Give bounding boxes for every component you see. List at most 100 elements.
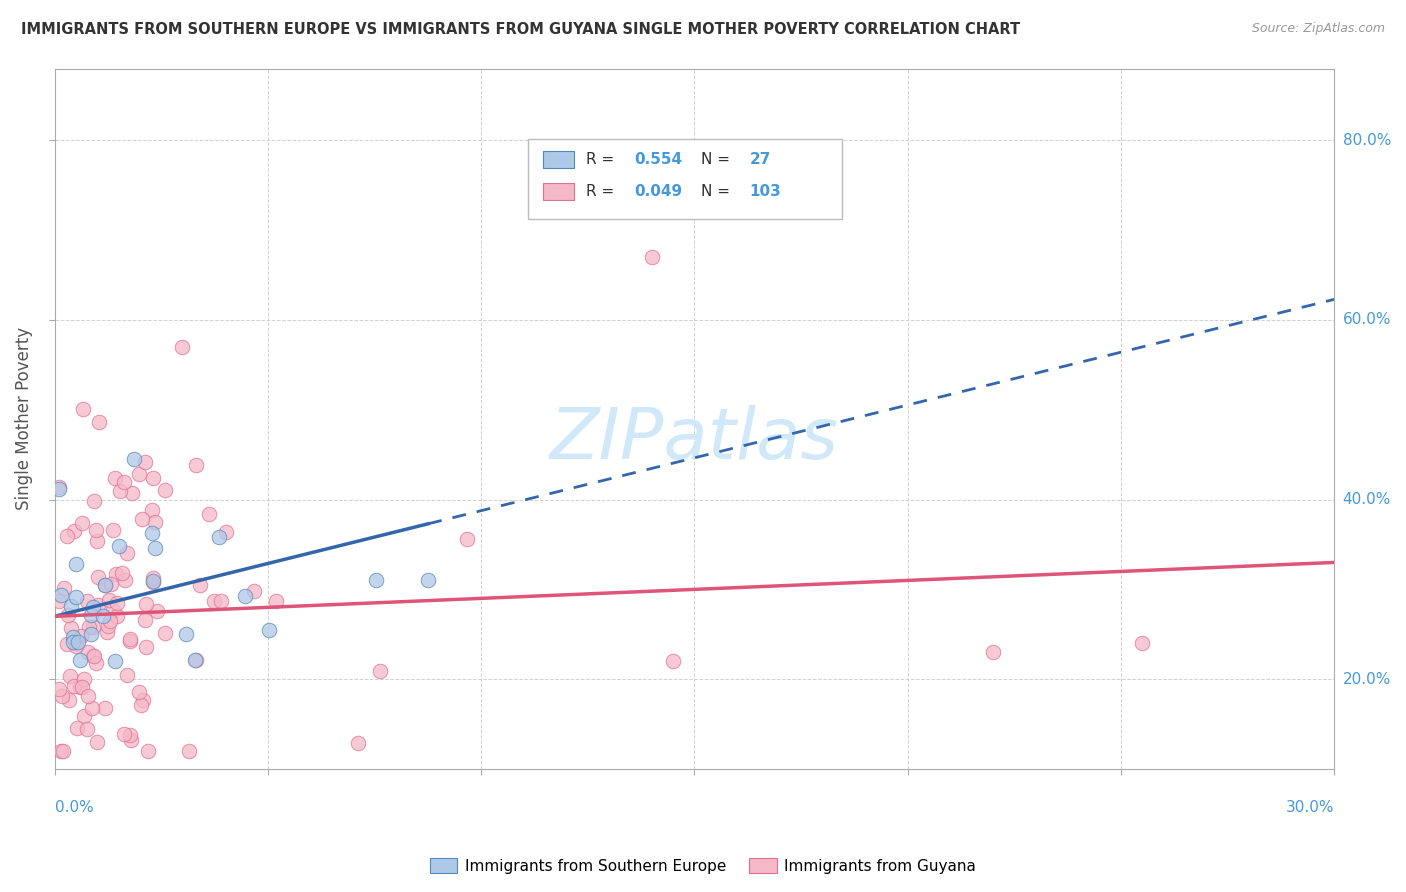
Point <box>62 634 84 648</box>
Point <box>172 340 194 354</box>
Point <box>207 531 229 545</box>
Point <box>188 578 211 592</box>
Point <box>48 481 70 495</box>
Text: 103: 103 <box>749 184 782 199</box>
Point <box>418 573 440 587</box>
Point <box>77 645 100 659</box>
Point <box>96 625 118 640</box>
Point <box>91 608 114 623</box>
Point <box>368 664 391 678</box>
Point <box>347 736 370 750</box>
Y-axis label: Single Mother Poverty: Single Mother Poverty <box>15 327 32 510</box>
FancyBboxPatch shape <box>529 138 842 219</box>
Text: ZIPatlas: ZIPatlas <box>550 405 839 475</box>
Point <box>51 744 73 758</box>
Point <box>105 609 128 624</box>
Point <box>141 574 163 589</box>
Point <box>142 571 165 585</box>
Point <box>662 654 685 668</box>
Point <box>128 467 150 482</box>
Point <box>184 653 207 667</box>
Text: 40.0%: 40.0% <box>1343 492 1391 507</box>
Point <box>1130 636 1153 650</box>
Point <box>114 573 136 587</box>
Point <box>456 532 478 546</box>
Text: N =: N = <box>700 152 734 167</box>
Point <box>72 516 94 530</box>
Point <box>73 672 96 686</box>
Point <box>65 636 87 650</box>
Text: 20.0%: 20.0% <box>1343 672 1391 687</box>
Point <box>51 689 73 703</box>
Point <box>142 471 165 485</box>
FancyBboxPatch shape <box>543 151 574 168</box>
Point <box>146 605 169 619</box>
Point <box>77 690 100 704</box>
Point <box>59 599 82 614</box>
Point <box>142 575 165 590</box>
Point <box>136 744 159 758</box>
Point <box>364 574 387 588</box>
Point <box>63 524 86 538</box>
Point <box>87 569 110 583</box>
Point <box>118 632 141 646</box>
Point <box>108 484 131 499</box>
Point <box>86 735 108 749</box>
Point <box>122 452 145 467</box>
Point <box>59 668 82 682</box>
Point <box>143 515 166 529</box>
Point <box>82 600 104 615</box>
Point <box>82 620 104 634</box>
Point <box>86 533 108 548</box>
Point <box>155 626 177 640</box>
Point <box>134 455 156 469</box>
Point <box>209 594 232 608</box>
Text: 0.049: 0.049 <box>634 184 682 199</box>
Text: IMMIGRANTS FROM SOUTHERN EUROPE VS IMMIGRANTS FROM GUYANA SINGLE MOTHER POVERTY : IMMIGRANTS FROM SOUTHERN EUROPE VS IMMIG… <box>21 22 1021 37</box>
Point <box>128 685 150 699</box>
Point <box>65 639 87 653</box>
Point <box>48 594 70 608</box>
Point <box>134 613 156 627</box>
Point <box>56 529 79 543</box>
Point <box>141 502 163 516</box>
Text: R =: R = <box>585 184 619 199</box>
Point <box>131 512 153 526</box>
Point <box>93 578 115 592</box>
Point <box>80 626 103 640</box>
Text: 0.554: 0.554 <box>634 152 682 167</box>
Point <box>184 652 207 666</box>
Point <box>204 594 226 608</box>
Point <box>104 471 127 485</box>
Legend: Immigrants from Southern Europe, Immigrants from Guyana: Immigrants from Southern Europe, Immigra… <box>423 852 983 880</box>
Text: 30.0%: 30.0% <box>1285 799 1334 814</box>
Point <box>120 732 142 747</box>
Point <box>112 726 135 740</box>
Point <box>69 681 91 695</box>
Point <box>101 523 124 537</box>
Point <box>87 415 110 429</box>
Point <box>70 629 93 643</box>
Point <box>112 475 135 490</box>
Point <box>87 598 110 612</box>
Point <box>48 482 70 496</box>
Point <box>65 558 87 572</box>
Point <box>94 578 117 592</box>
Point <box>83 648 105 663</box>
Point <box>135 640 157 655</box>
Point <box>198 507 221 521</box>
Point <box>63 679 86 693</box>
Point <box>981 645 1004 659</box>
Text: 0.0%: 0.0% <box>55 799 93 814</box>
Point <box>105 596 128 610</box>
Point <box>145 541 167 555</box>
Point <box>97 619 120 633</box>
Point <box>120 728 142 742</box>
Point <box>84 656 107 670</box>
Point <box>66 721 89 735</box>
Point <box>98 592 121 607</box>
Point <box>174 626 197 640</box>
Point <box>67 635 90 649</box>
Text: R =: R = <box>585 152 619 167</box>
Point <box>141 526 163 541</box>
